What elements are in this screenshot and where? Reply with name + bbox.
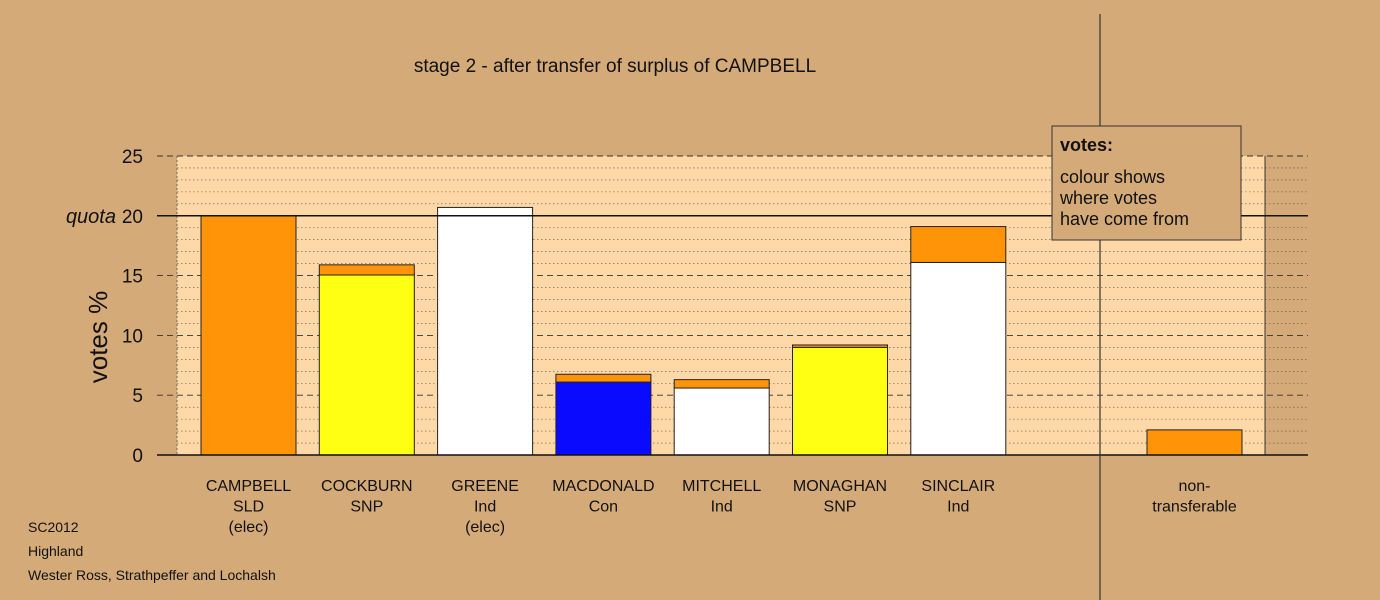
category-label: non- bbox=[1178, 478, 1210, 495]
legend-line: have come from bbox=[1060, 209, 1189, 229]
category-label: GREENE bbox=[451, 478, 519, 495]
y-tick-label: 15 bbox=[122, 267, 143, 288]
category-label: SLD bbox=[233, 499, 264, 516]
bar-segment bbox=[555, 373, 652, 383]
category-label: SNP bbox=[824, 499, 857, 516]
category-label: transferable bbox=[1152, 499, 1237, 516]
legend-line: colour shows bbox=[1060, 167, 1165, 187]
category-label: Ind bbox=[947, 499, 969, 516]
legend-line: where votes bbox=[1059, 188, 1157, 208]
y-tick-label: 25 bbox=[122, 147, 143, 168]
category-label: MACDONALD bbox=[552, 478, 654, 495]
footer-line: SC2012 bbox=[28, 519, 79, 535]
category-label: SNP bbox=[350, 499, 383, 516]
y-tick-label: 0 bbox=[132, 446, 143, 467]
category-label: SINCLAIR bbox=[921, 478, 995, 495]
category-label: MITCHELL bbox=[682, 478, 761, 495]
quota-label: quota bbox=[66, 206, 116, 228]
category-label: (elec) bbox=[465, 519, 505, 536]
bar-segment bbox=[910, 261, 1007, 456]
bar-segment bbox=[792, 346, 888, 456]
category-label: COCKBURN bbox=[321, 478, 413, 495]
category-label: CAMPBELL bbox=[206, 478, 291, 495]
bar-segment bbox=[792, 344, 888, 348]
legend-title: votes: bbox=[1060, 135, 1113, 155]
bar-segment bbox=[673, 379, 770, 389]
category-label: Con bbox=[589, 499, 618, 516]
category-label: MONAGHAN bbox=[793, 478, 887, 495]
nontransferable-bar-segment bbox=[1146, 429, 1243, 456]
bar-segment bbox=[555, 381, 652, 456]
category-labels: CAMPBELL SLD (elec) COCKBURN SNP GREENE Ind (el… bbox=[206, 478, 1237, 536]
bar-segment bbox=[910, 226, 1007, 263]
y-axis-label: votes % bbox=[83, 291, 113, 384]
legend-box: votes: colour shows where votes have com… bbox=[1051, 125, 1242, 241]
bar-segment bbox=[673, 387, 770, 456]
y-tick-label: 10 bbox=[122, 326, 143, 347]
footer-line: Highland bbox=[28, 543, 83, 559]
category-label: Ind bbox=[711, 499, 733, 516]
bar-segment bbox=[437, 206, 534, 456]
chart-title: stage 2 - after transfer of surplus of C… bbox=[414, 56, 816, 77]
bar-segment bbox=[200, 215, 297, 456]
bar-segment bbox=[318, 274, 415, 456]
bar-segment bbox=[318, 264, 415, 276]
category-label: Ind bbox=[474, 499, 496, 516]
category-label: (elec) bbox=[228, 519, 268, 536]
y-tick-label: 20 bbox=[122, 207, 143, 228]
footer-line: Wester Ross, Strathpeffer and Lochalsh bbox=[28, 567, 276, 583]
y-tick-label: 5 bbox=[132, 386, 143, 407]
legend-background bbox=[1051, 125, 1242, 241]
bars bbox=[200, 206, 1243, 456]
